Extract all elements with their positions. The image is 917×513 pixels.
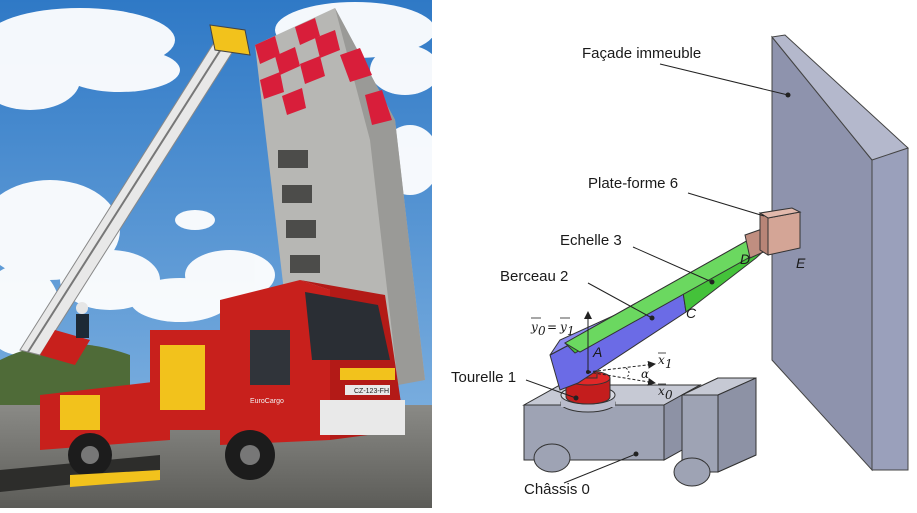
origin-dot xyxy=(586,370,590,374)
leader-dots xyxy=(573,92,791,457)
label-cradle: Berceau 2 xyxy=(500,268,568,285)
vec-x1-sub: 1 xyxy=(665,357,673,371)
fire-truck-photo-svg: CZ-123-FH EuroCargo xyxy=(0,0,440,508)
truck-model: EuroCargo xyxy=(250,398,284,405)
point-d: D xyxy=(740,251,750,267)
vector-label-x0: x 0 xyxy=(658,383,673,402)
point-c: C xyxy=(686,305,697,321)
chassis xyxy=(522,377,757,487)
vec-eq: = xyxy=(547,320,557,334)
label-chassis: Châssis 0 xyxy=(524,481,590,498)
vector-label-x1: x 1 xyxy=(658,352,673,371)
label-platform: Plate-forme 6 xyxy=(588,175,678,192)
leader-lines xyxy=(525,63,789,484)
platform xyxy=(744,207,802,259)
firefighter xyxy=(76,302,89,338)
facade-wall xyxy=(771,34,909,472)
kinematic-diagram-svg: Façade immeuble Plate-forme 6 Echelle 3 … xyxy=(451,34,909,498)
vec-y1-sub: 1 xyxy=(567,324,575,338)
vec-y0-sub: 0 xyxy=(538,324,546,338)
vec-x0: x xyxy=(658,384,665,398)
fire-truck: CZ-123-FH EuroCargo xyxy=(40,280,405,487)
point-a: A xyxy=(592,344,602,360)
label-ladder: Echelle 3 xyxy=(560,232,622,249)
fire-truck-photo: CZ-123-FH EuroCargo xyxy=(0,0,440,508)
vec-x0-sub: 0 xyxy=(665,388,673,402)
vec-x1: x xyxy=(658,353,665,367)
point-e: E xyxy=(796,255,806,271)
vec-y0: y xyxy=(530,320,538,334)
aerial-ladder xyxy=(19,24,251,365)
kinematic-diagram: Façade immeuble Plate-forme 6 Echelle 3 … xyxy=(432,0,917,508)
label-turret: Tourelle 1 xyxy=(451,369,516,386)
frame-vectors xyxy=(584,311,656,386)
vec-alpha: α xyxy=(641,367,649,381)
vec-y1: y xyxy=(559,320,567,334)
license-plate: CZ-123-FH xyxy=(354,388,389,395)
vector-label-y0-y1: y 0 = y 1 xyxy=(530,317,575,338)
label-facade: Façade immeuble xyxy=(582,45,701,62)
ladder xyxy=(564,237,770,354)
